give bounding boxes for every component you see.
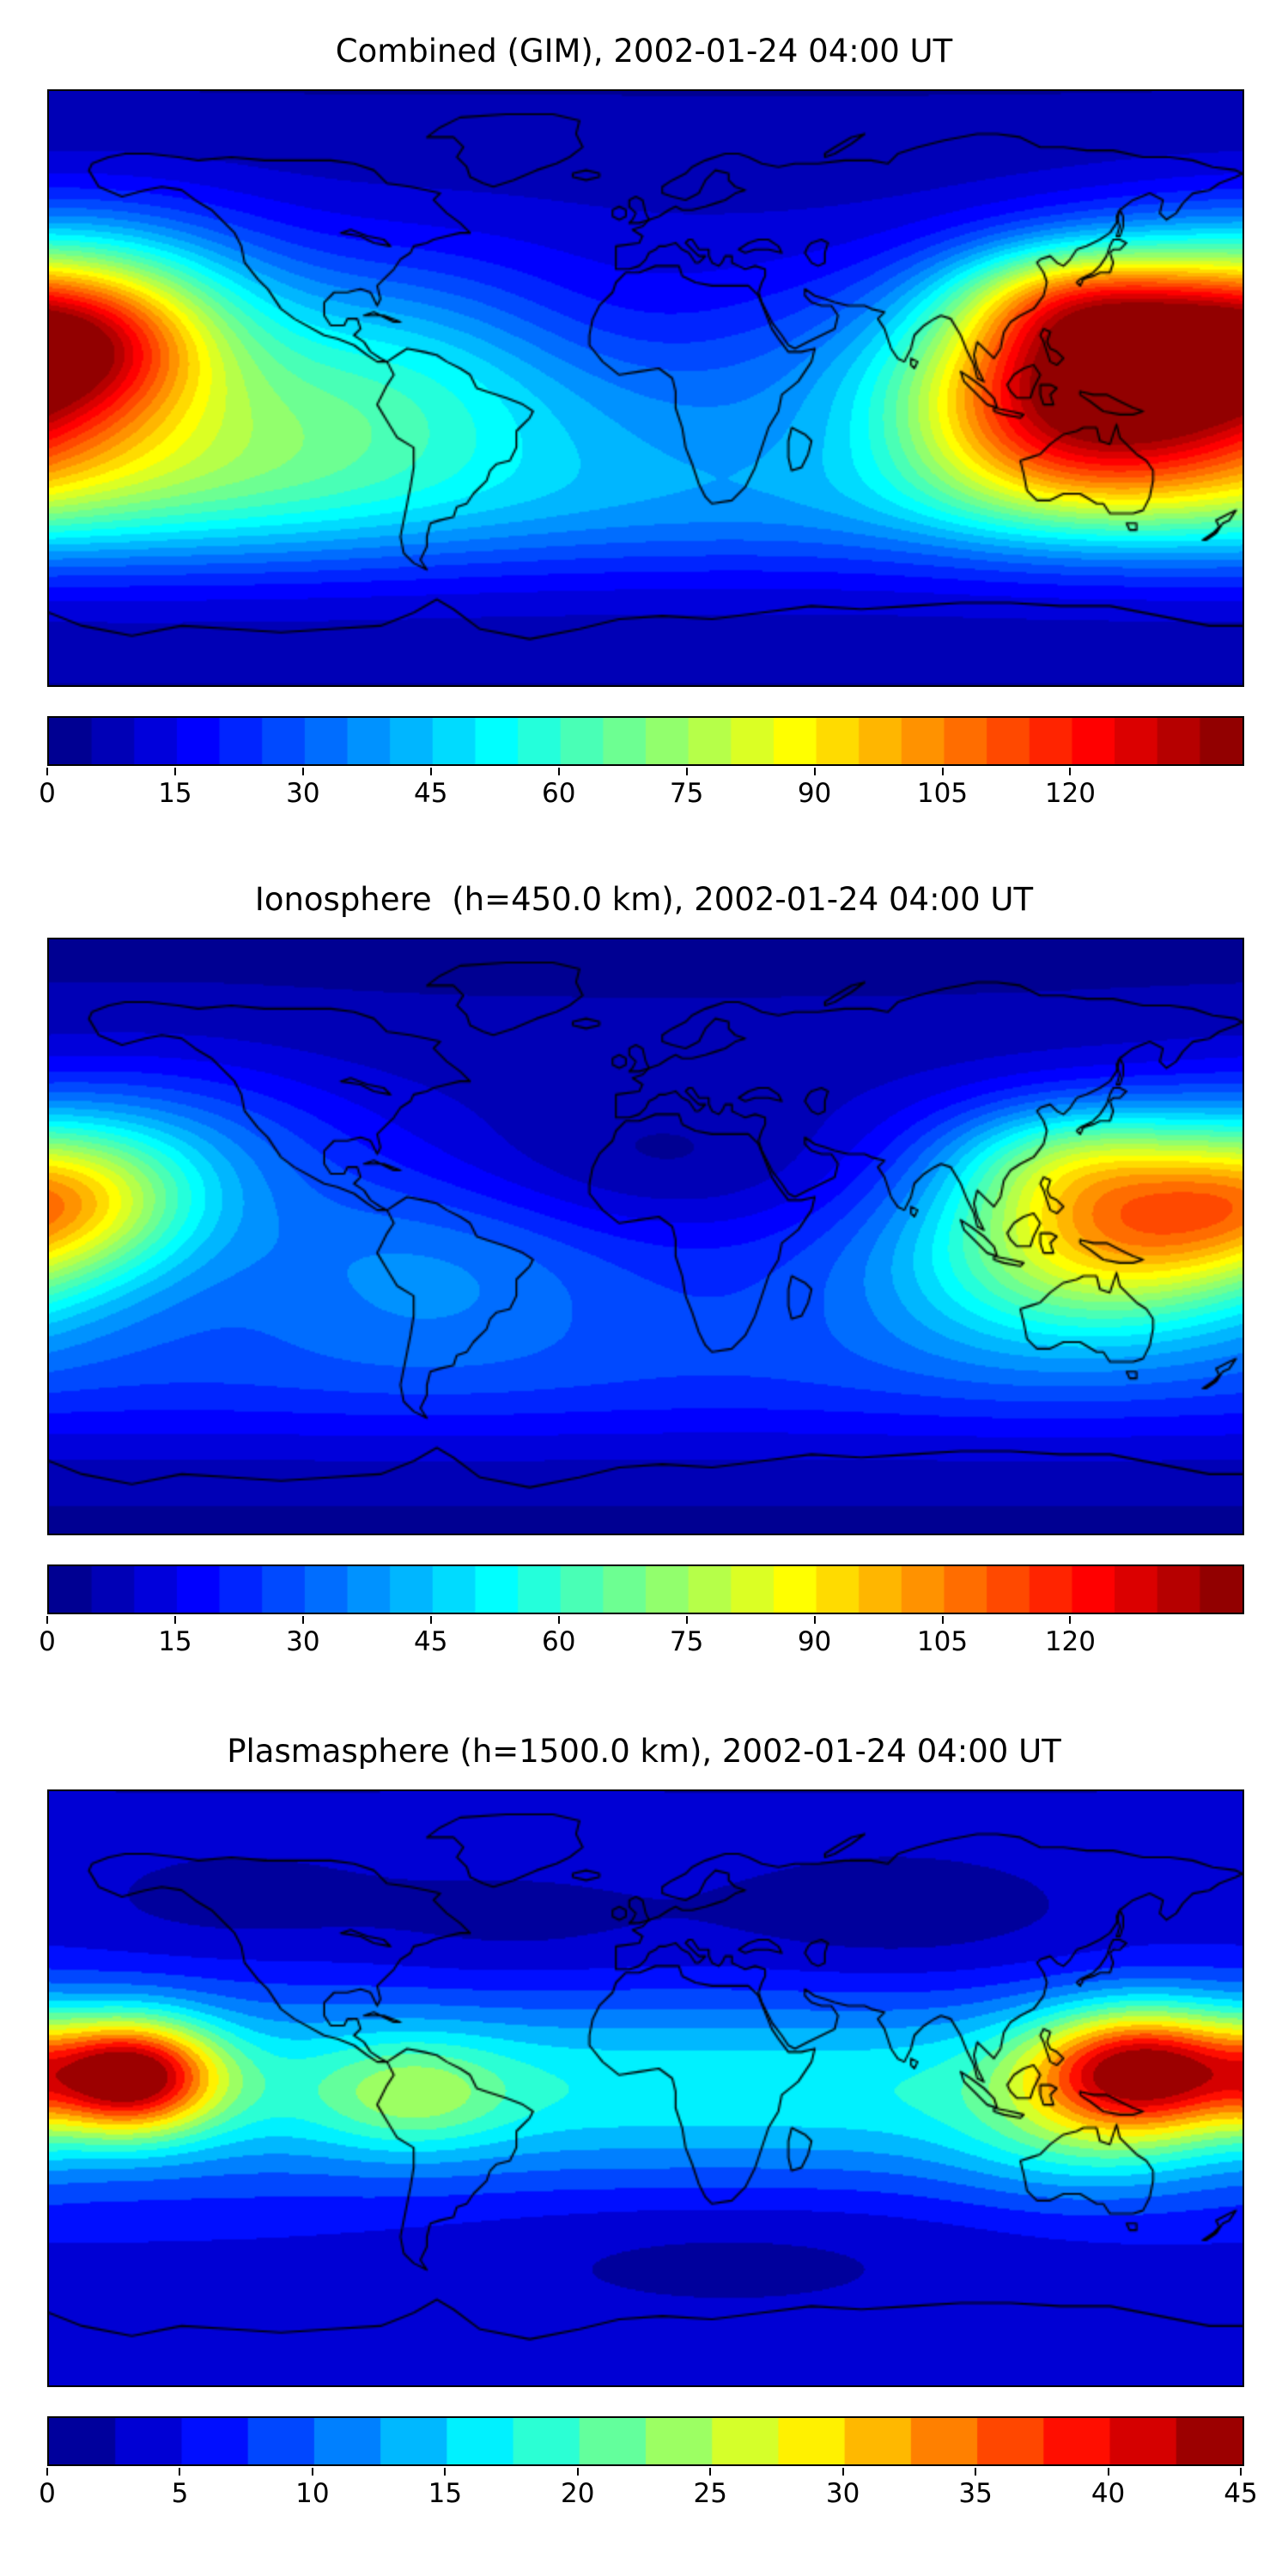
colorbar-tick-label: 15 — [158, 1626, 192, 1657]
colorbar-tick — [685, 768, 688, 775]
colorbar-tick — [1069, 768, 1072, 775]
panel-combined: Combined (GIM), 2002-01-24 04:00 UT 0 15 3… — [0, 0, 1288, 824]
colorbar-ticks-plasmasphere: 0 5 10 15 20 25 30 35 40 45 — [39, 2468, 1258, 2519]
colorbar-tick — [46, 1616, 48, 1624]
colorbar-tick — [301, 1616, 304, 1624]
colorbar-tick-label: 105 — [916, 778, 969, 809]
colorbar-tick-label: 75 — [669, 1626, 704, 1657]
panel-title-ionosphere: Ionosphere (h=450.0 km), 2002-01-24 04:0… — [254, 881, 1034, 918]
colorbar-tick-label: 60 — [541, 778, 576, 809]
colorbar-tick — [576, 2468, 579, 2476]
map-ionosphere — [47, 938, 1244, 1535]
colorbar-tick — [179, 2468, 181, 2476]
panel-plasmasphere: Plasmasphere (h=1500.0 km), 2002-01-24 0… — [0, 1700, 1288, 2524]
colorbar-tick-label: 45 — [414, 1626, 448, 1657]
colorbar-tick — [557, 768, 560, 775]
colorbar-plasmasphere — [47, 2416, 1244, 2466]
colorbar-ticks-ionosphere: 0 15 30 45 60 75 90 105 120 — [39, 1616, 1242, 1668]
colorbar-tick-label: 30 — [286, 778, 320, 809]
colorbar-tick — [173, 1616, 176, 1624]
colorbar-tick-label: 45 — [414, 778, 448, 809]
colorbar-tick — [173, 768, 176, 775]
map-combined — [47, 89, 1244, 687]
colorbar-tick-label: 35 — [958, 2478, 993, 2509]
colorbar-canvas-combined — [49, 718, 1242, 764]
colorbar-tick — [841, 2468, 844, 2476]
colorbar-tick — [1240, 2468, 1242, 2476]
map-canvas-ionosphere — [49, 939, 1242, 1534]
colorbar-tick — [429, 1616, 432, 1624]
colorbar-tick-label: 120 — [1044, 778, 1097, 809]
colorbar-tick-label: 30 — [825, 2478, 860, 2509]
colorbar-tick-label: 15 — [428, 2478, 463, 2509]
colorbar-tick — [1107, 2468, 1109, 2476]
colorbar-tick-label: 105 — [916, 1626, 969, 1657]
colorbar-tick — [975, 2468, 977, 2476]
colorbar-tick-label: 0 — [39, 1626, 56, 1657]
colorbar-tick — [46, 2468, 48, 2476]
colorbar-ionosphere — [47, 1564, 1244, 1614]
colorbar-tick — [429, 768, 432, 775]
colorbar-canvas-ionosphere — [49, 1566, 1242, 1613]
colorbar-ticks-combined: 0 15 30 45 60 75 90 105 120 — [39, 768, 1242, 819]
colorbar-tick — [311, 2468, 313, 2476]
colorbar-tick — [941, 768, 944, 775]
map-canvas-combined — [49, 91, 1242, 685]
colorbar-tick — [813, 1616, 816, 1624]
panel-title-combined: Combined (GIM), 2002-01-24 04:00 UT — [335, 33, 953, 70]
colorbar-tick-label: 120 — [1044, 1626, 1097, 1657]
colorbar-canvas-plasmasphere — [49, 2418, 1242, 2464]
colorbar-tick-label: 45 — [1224, 2478, 1258, 2509]
colorbar-tick-label: 40 — [1091, 2478, 1126, 2509]
map-plasmasphere — [47, 1789, 1244, 2387]
colorbar-combined — [47, 716, 1244, 766]
colorbar-tick — [444, 2468, 447, 2476]
colorbar-tick — [1069, 1616, 1072, 1624]
colorbar-tick-label: 30 — [286, 1626, 320, 1657]
colorbar-tick-label: 90 — [797, 778, 832, 809]
colorbar-tick — [709, 2468, 712, 2476]
colorbar-tick-label: 20 — [561, 2478, 595, 2509]
colorbar-tick — [46, 768, 48, 775]
colorbar-tick — [941, 1616, 944, 1624]
colorbar-tick — [685, 1616, 688, 1624]
colorbar-tick-label: 90 — [797, 1626, 832, 1657]
colorbar-tick-label: 0 — [39, 778, 56, 809]
map-canvas-plasmasphere — [49, 1791, 1242, 2385]
colorbar-tick — [301, 768, 304, 775]
colorbar-tick-label: 10 — [295, 2478, 330, 2509]
colorbar-tick — [813, 768, 816, 775]
colorbar-tick-label: 75 — [669, 778, 704, 809]
panel-title-plasmasphere: Plasmasphere (h=1500.0 km), 2002-01-24 0… — [227, 1733, 1061, 1770]
colorbar-tick-label: 15 — [158, 778, 192, 809]
colorbar-tick-label: 5 — [171, 2478, 189, 2509]
colorbar-tick-label: 0 — [39, 2478, 56, 2509]
panel-ionosphere: Ionosphere (h=450.0 km), 2002-01-24 04:0… — [0, 848, 1288, 1673]
colorbar-tick-label: 25 — [693, 2478, 727, 2509]
colorbar-tick — [557, 1616, 560, 1624]
colorbar-tick-label: 60 — [541, 1626, 576, 1657]
